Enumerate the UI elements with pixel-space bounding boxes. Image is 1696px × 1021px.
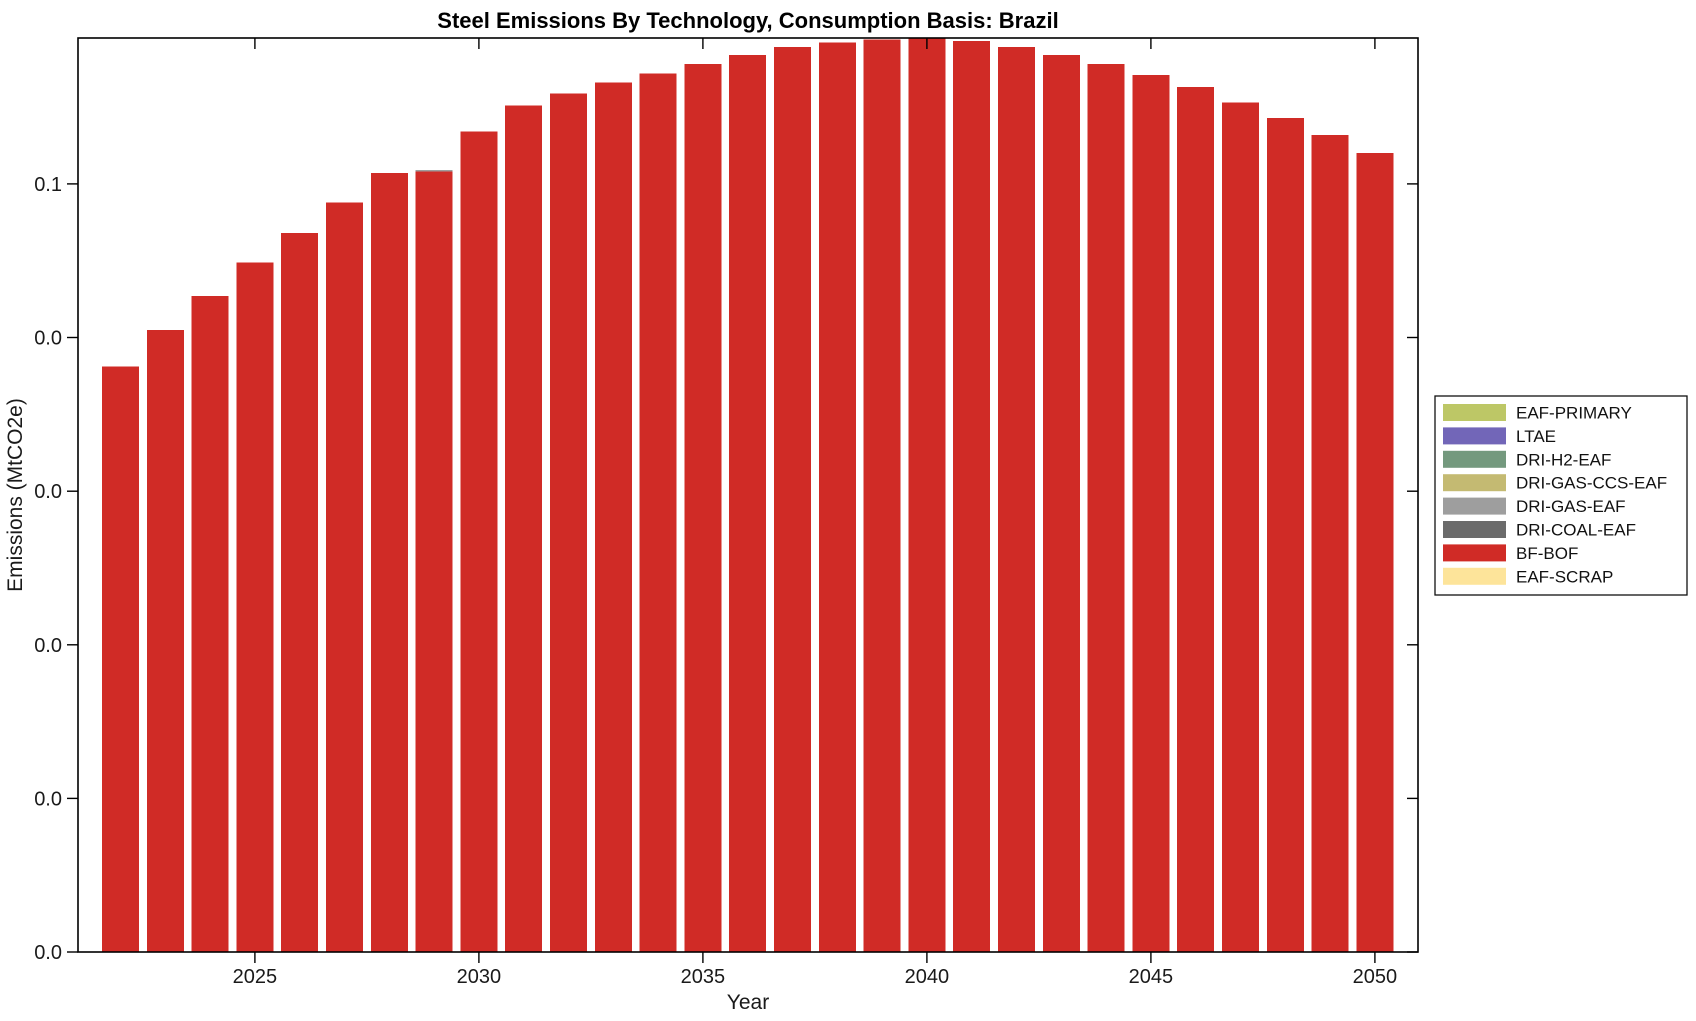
bar-2028-bf-bof: [370, 173, 408, 952]
legend-frame: [1434, 395, 1688, 596]
legend-label-dri-coal-eaf: DRI-COAL-EAF: [1516, 521, 1636, 540]
bar-2023-bf-bof: [146, 329, 184, 952]
bar-2027-bf-bof: [326, 202, 363, 952]
legend-label-eaf-primary: EAF-PRIMARY: [1516, 404, 1632, 423]
legend-swatch-bf-bof: [1443, 544, 1506, 562]
x-axis: 2025 2030 2035 2040 2045 2050: [233, 38, 1398, 988]
legend-swatch-dri-h2-eaf: [1443, 450, 1506, 468]
bar-2031-bf-bof: [505, 105, 543, 953]
y-tick-label-4: 0.0: [34, 328, 62, 350]
plot-frame: [77, 37, 1419, 953]
bar-2032-bf-bof: [550, 93, 587, 953]
legend-swatch-ltae: [1443, 427, 1506, 445]
bar-2025-bf-bof: [236, 262, 274, 952]
bars-layer: [102, 38, 1394, 953]
legend-label-eaf-scrap: EAF-SCRAP: [1516, 567, 1613, 586]
bar-2026-bf-bof: [281, 233, 319, 953]
bar-2048-bf-bof: [1266, 117, 1304, 952]
y-tick-label-2: 0.0: [34, 635, 62, 657]
legend-label-dri-gas-ccs-eaf: DRI-GAS-CCS-EAF: [1516, 474, 1667, 493]
bar-2042-bf-bof: [998, 47, 1035, 952]
bar-2022-bf-bof: [102, 366, 139, 952]
x-tick-label-2050: 2050: [1353, 966, 1398, 988]
bar-2034-bf-bof: [639, 73, 677, 953]
bar-2040-bf-bof: [908, 38, 946, 952]
legend-label-dri-gas-eaf: DRI-GAS-EAF: [1516, 497, 1626, 516]
y-axis: 0.0 0.0 0.0 0.0 0.0 0.1: [34, 174, 1418, 964]
y-axis-title: Emissions (MtCO2e): [4, 398, 27, 592]
x-tick-label-2035: 2035: [681, 966, 726, 988]
x-axis-title: Year: [727, 991, 769, 1014]
legend-label-bf-bof: BF-BOF: [1516, 544, 1578, 563]
bar-2050-bf-bof: [1356, 153, 1394, 952]
bar-2041-bf-bof: [953, 41, 991, 953]
legend-swatch-eaf-primary: [1443, 404, 1506, 421]
x-tick-label-2040: 2040: [905, 966, 950, 988]
bar-2049-bf-bof: [1311, 134, 1349, 953]
bar-2045-bf-bof: [1132, 74, 1170, 952]
bar-2033-bf-bof: [594, 82, 632, 952]
legend: EAF-PRIMARY LTAE DRI-H2-EAF DRI-GAS-CCS-EAF…: [1434, 395, 1688, 596]
bar-2043-bf-bof: [1042, 54, 1080, 952]
bar-2047-bf-bof: [1222, 102, 1259, 952]
legend-label-ltae: LTAE: [1516, 427, 1556, 446]
bar-2024-bf-bof: [191, 296, 229, 953]
x-tick-label-2025: 2025: [233, 966, 278, 988]
bar-2046-bf-bof: [1177, 87, 1215, 952]
legend-label-dri-h2-eaf: DRI-H2-EAF: [1516, 450, 1611, 469]
legend-swatch-eaf-scrap: [1443, 567, 1506, 585]
bar-2037-bf-bof: [774, 47, 811, 952]
y-tick-label-5: 0.1: [34, 174, 62, 196]
bar-2030-bf-bof: [460, 131, 498, 952]
legend-swatch-dri-gas-eaf: [1443, 497, 1506, 515]
legend-swatch-dri-gas-ccs-eaf: [1443, 474, 1506, 492]
bar-2029-dri-gas-eaf: [415, 170, 453, 172]
chart-title: Steel Emissions By Technology, Consumpti…: [437, 8, 1058, 33]
bar-2029-bf-bof: [415, 171, 453, 953]
y-tick-label-1: 0.0: [34, 788, 62, 810]
y-tick-label-3: 0.0: [34, 481, 62, 503]
bar-2038-bf-bof: [818, 42, 856, 953]
legend-swatch-dri-coal-eaf: [1443, 521, 1506, 538]
bar-2044-bf-bof: [1087, 64, 1125, 953]
y-tick-label-0: 0.0: [34, 942, 62, 964]
x-tick-label-2045: 2045: [1129, 966, 1174, 988]
bar-2039-bf-bof: [863, 39, 901, 952]
x-tick-label-2030: 2030: [457, 966, 502, 988]
bar-2035-bf-bof: [684, 64, 722, 953]
bar-2036-bf-bof: [729, 54, 767, 952]
